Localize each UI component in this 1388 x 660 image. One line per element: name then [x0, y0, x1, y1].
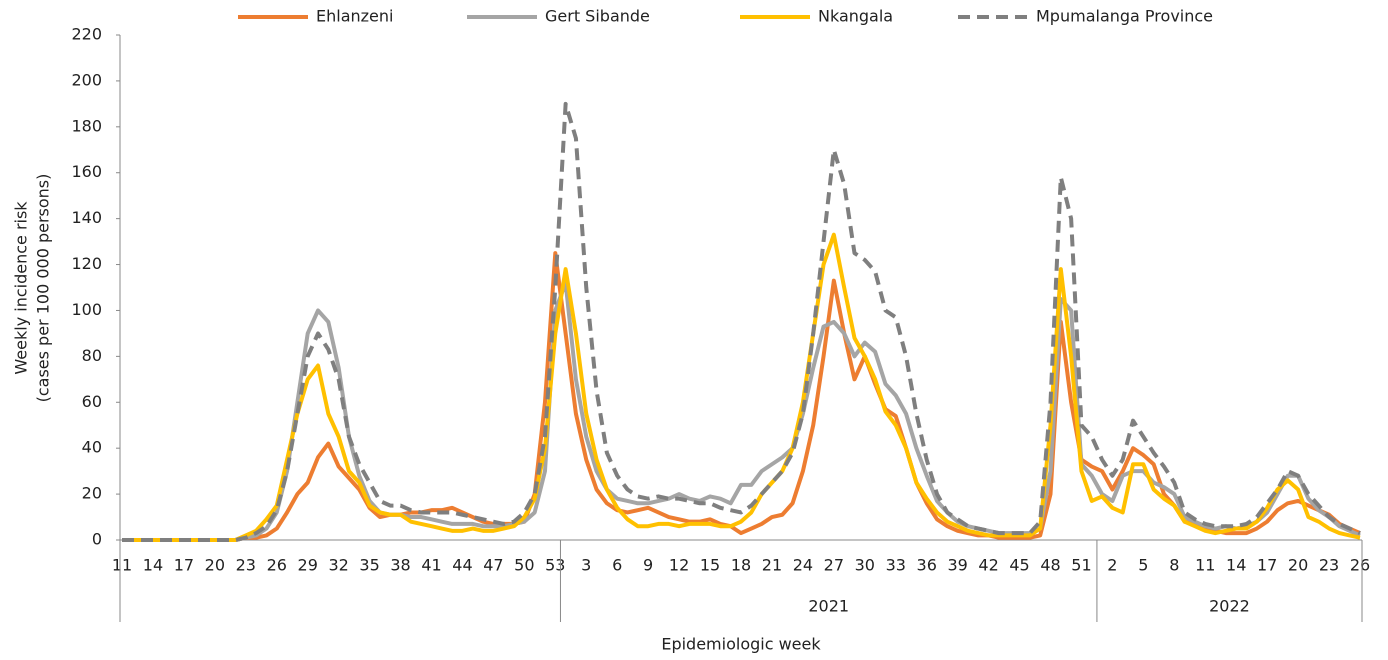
x-tick-label: 27: [824, 556, 844, 575]
x-tick-label: 20: [205, 556, 225, 575]
x-tick-label: 51: [1071, 556, 1091, 575]
series-line: [122, 101, 1361, 542]
series-line: [122, 251, 1361, 542]
x-tick-label: 53: [545, 556, 565, 575]
group-label: 2022: [1209, 597, 1250, 616]
x-tick-label: 41: [421, 556, 441, 575]
y-tick-label: 180: [71, 116, 102, 135]
y-axis-title: Weekly incidence risk: [12, 201, 31, 375]
legend-label: Gert Sibande: [545, 7, 650, 26]
x-tick-label: 11: [1195, 556, 1215, 575]
y-tick-label: 220: [71, 25, 102, 44]
x-tick-label: 14: [143, 556, 163, 575]
x-tick-label: 11: [112, 556, 132, 575]
x-tick-label: 20: [1288, 556, 1308, 575]
y-axis-title: (cases per 100 000 persons): [34, 174, 53, 403]
group-label: 2021: [808, 597, 849, 616]
y-tick-label: 0: [92, 530, 102, 549]
x-tick-label: 15: [700, 556, 720, 575]
x-tick-label: 3: [581, 556, 591, 575]
x-tick-label: 17: [174, 556, 194, 575]
x-tick-label: 32: [328, 556, 348, 575]
x-tick-label: 14: [1226, 556, 1246, 575]
y-tick-label: 40: [82, 438, 102, 457]
x-tick-label: 44: [452, 556, 472, 575]
x-tick-label: 39: [947, 556, 967, 575]
x-tick-label: 8: [1169, 556, 1179, 575]
x-tick-label: 26: [267, 556, 287, 575]
x-tick-label: 45: [1009, 556, 1029, 575]
x-tick-label: 23: [236, 556, 256, 575]
x-tick-label: 42: [978, 556, 998, 575]
x-tick-label: 5: [1138, 556, 1148, 575]
x-tick-label: 21: [762, 556, 782, 575]
legend-label: Nkangala: [818, 7, 893, 26]
x-tick-label: 38: [390, 556, 410, 575]
y-tick-label: 60: [82, 392, 102, 411]
x-tick-label: 12: [669, 556, 689, 575]
x-tick-label: 50: [514, 556, 534, 575]
x-tick-label: 30: [855, 556, 875, 575]
x-tick-label: 26: [1350, 556, 1370, 575]
y-tick-label: 80: [82, 346, 102, 365]
x-tick-label: 35: [359, 556, 379, 575]
x-tick-label: 6: [612, 556, 622, 575]
legend-label: Mpumalanga Province: [1036, 7, 1213, 26]
series-line: [122, 280, 1361, 542]
y-tick-label: 120: [71, 254, 102, 273]
x-tick-label: 48: [1040, 556, 1060, 575]
y-tick-label: 140: [71, 208, 102, 227]
x-tick-label: 24: [793, 556, 813, 575]
y-tick-label: 100: [71, 300, 102, 319]
y-tick-label: 20: [82, 484, 102, 503]
x-tick-label: 47: [483, 556, 503, 575]
x-tick-label: 29: [298, 556, 318, 575]
series-line: [122, 232, 1361, 542]
x-tick-label: 33: [886, 556, 906, 575]
x-tick-label: 36: [917, 556, 937, 575]
x-axis-title: Epidemiologic week: [661, 635, 821, 654]
x-tick-label: 2: [1107, 556, 1117, 575]
legend-label: Ehlanzeni: [316, 7, 393, 26]
y-tick-label: 160: [71, 162, 102, 181]
x-tick-label: 17: [1257, 556, 1277, 575]
x-tick-label: 9: [643, 556, 653, 575]
y-tick-label: 200: [71, 70, 102, 89]
x-tick-label: 23: [1319, 556, 1339, 575]
x-tick-label: 18: [731, 556, 751, 575]
